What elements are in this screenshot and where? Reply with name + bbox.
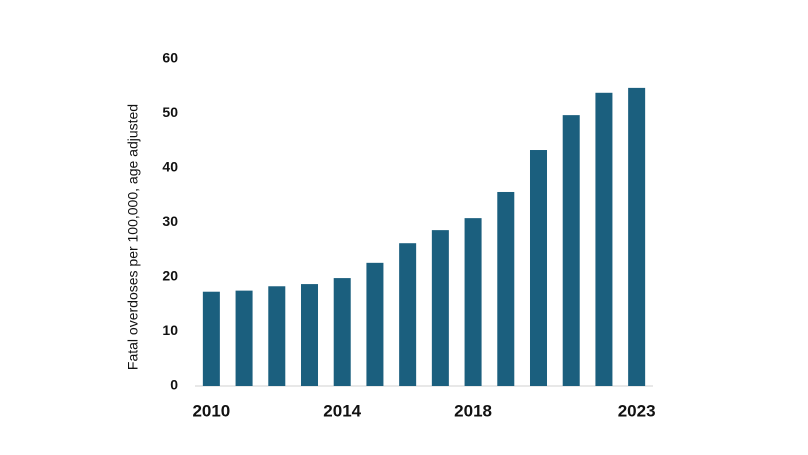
bar bbox=[300, 284, 319, 386]
bar bbox=[431, 230, 449, 386]
bar bbox=[366, 262, 384, 386]
bar bbox=[497, 191, 515, 386]
bar bbox=[235, 290, 253, 386]
bar bbox=[268, 286, 286, 386]
bar bbox=[464, 218, 482, 386]
x-tick-label: 2018 bbox=[454, 401, 492, 420]
bar bbox=[202, 291, 220, 386]
bar bbox=[562, 115, 580, 386]
y-tick-label: 20 bbox=[162, 268, 178, 284]
bar bbox=[628, 87, 646, 386]
y-tick-label: 0 bbox=[170, 377, 178, 393]
y-axis-label: Fatal overdoses per 100,000, age adjuste… bbox=[125, 104, 141, 370]
y-tick-label: 60 bbox=[162, 50, 178, 66]
x-tick-label: 2010 bbox=[192, 401, 230, 420]
bar bbox=[529, 150, 548, 386]
y-tick-label: 30 bbox=[162, 213, 178, 229]
y-tick-label: 10 bbox=[162, 322, 178, 338]
y-tick-label: 40 bbox=[162, 159, 178, 175]
x-tick-label: 2023 bbox=[618, 401, 656, 420]
bar bbox=[333, 278, 351, 386]
bar bbox=[595, 92, 613, 386]
y-tick-label: 50 bbox=[162, 104, 178, 120]
x-tick-label: 2014 bbox=[323, 401, 361, 420]
bar bbox=[399, 243, 417, 386]
